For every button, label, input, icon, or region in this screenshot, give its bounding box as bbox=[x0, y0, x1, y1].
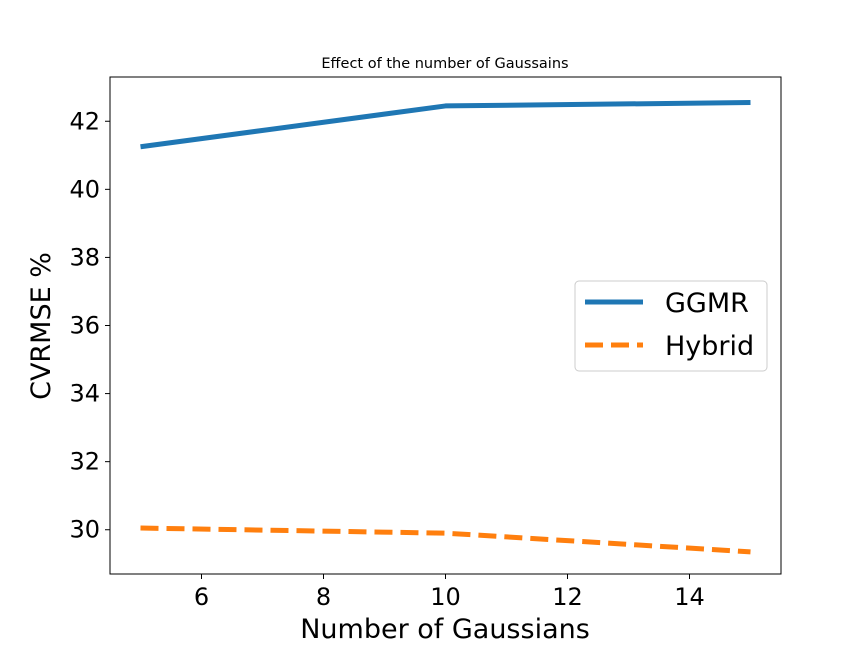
x-tick-label: 8 bbox=[316, 583, 331, 611]
y-tick-label: 32 bbox=[69, 448, 100, 476]
series-line-hybrid bbox=[140, 525, 751, 555]
chart-title: Effect of the number of Gaussains bbox=[321, 56, 568, 72]
y-axis-ticks: 30 32 34 36 38 40 42 bbox=[69, 107, 110, 544]
y-tick-label: 40 bbox=[69, 175, 100, 203]
plot-marks bbox=[140, 100, 751, 555]
y-axis-label: CVRMSE % bbox=[26, 252, 57, 400]
y-tick-label: 42 bbox=[69, 107, 100, 135]
series-line-ggmr bbox=[140, 100, 751, 150]
y-tick-label: 38 bbox=[69, 243, 100, 271]
y-tick-label: 30 bbox=[69, 516, 100, 544]
x-axis-label: Number of Gaussians bbox=[300, 614, 590, 645]
y-tick-label: 34 bbox=[69, 380, 100, 408]
x-tick-label: 6 bbox=[194, 583, 209, 611]
x-tick-label: 12 bbox=[552, 583, 583, 611]
x-tick-label: 10 bbox=[430, 583, 461, 611]
legend: GGMR Hybrid bbox=[574, 280, 768, 372]
y-tick-label: 36 bbox=[69, 312, 100, 340]
x-axis-ticks: 6 8 10 12 14 bbox=[194, 574, 705, 611]
legend-label-hybrid: Hybrid bbox=[665, 331, 754, 362]
x-tick-label: 14 bbox=[674, 583, 705, 611]
legend-label-ggmr: GGMR bbox=[665, 288, 749, 319]
